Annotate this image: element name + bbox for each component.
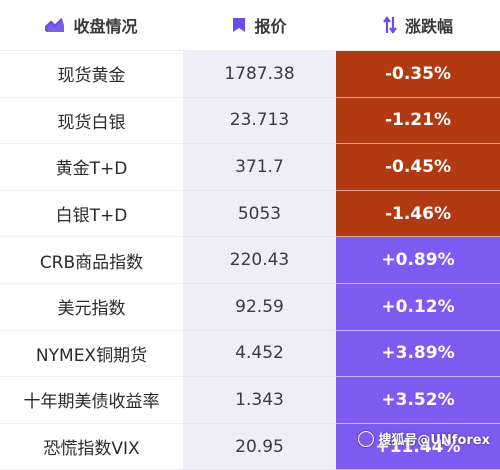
instrument-name: 美元指数 bbox=[0, 283, 183, 331]
instrument-price: 1.343 bbox=[183, 377, 336, 424]
instrument-price: 23.713 bbox=[183, 97, 336, 145]
instrument-price: 4.452 bbox=[183, 330, 336, 378]
instrument-change: +3.52% bbox=[336, 377, 500, 424]
instrument-price: 1787.38 bbox=[183, 51, 336, 98]
sort-arrows-icon bbox=[383, 16, 397, 34]
header-close-status-label: 收盘情况 bbox=[73, 17, 138, 36]
bookmark-icon bbox=[233, 18, 246, 32]
table-body: 现货黄金 1787.38 -0.35% 现货白银 23.713 -1.21% 黄… bbox=[0, 51, 500, 470]
instrument-name: 白银T+D bbox=[0, 190, 183, 238]
instrument-change: -1.21% bbox=[336, 97, 500, 145]
table-row[interactable]: 黄金T+D 371.7 -0.45% bbox=[0, 144, 500, 191]
table-row[interactable]: 现货黄金 1787.38 -0.35% bbox=[0, 51, 500, 98]
header-price[interactable]: 报价 bbox=[183, 13, 336, 37]
table-header: 收盘情况 报价 涨跌幅 bbox=[0, 0, 500, 51]
instrument-name: 现货白银 bbox=[0, 97, 183, 145]
table-row[interactable]: CRB商品指数 220.43 +0.89% bbox=[0, 237, 500, 284]
instrument-price: 220.43 bbox=[183, 237, 336, 284]
chart-trend-icon bbox=[45, 18, 65, 32]
instrument-name: 黄金T+D bbox=[0, 144, 183, 191]
instrument-price: 20.95 bbox=[183, 423, 336, 470]
instrument-price: 371.7 bbox=[183, 144, 336, 191]
instrument-price: 5053 bbox=[183, 190, 336, 238]
header-price-label: 报价 bbox=[254, 17, 287, 36]
instrument-name: 十年期美债收益率 bbox=[0, 377, 183, 424]
instrument-name: CRB商品指数 bbox=[0, 237, 183, 284]
table-row[interactable]: 白银T+D 5053 -1.46% bbox=[0, 190, 500, 238]
table-row[interactable]: 美元指数 92.59 +0.12% bbox=[0, 283, 500, 331]
instrument-change: +3.89% bbox=[336, 330, 500, 378]
table-row[interactable]: 十年期美债收益率 1.343 +3.52% bbox=[0, 377, 500, 424]
instrument-change: +0.89% bbox=[336, 237, 500, 284]
header-change-label: 涨跌幅 bbox=[404, 17, 453, 36]
table-row[interactable]: 现货白银 23.713 -1.21% bbox=[0, 97, 500, 145]
instrument-change: -0.35% bbox=[336, 51, 500, 98]
instrument-change: -0.45% bbox=[336, 144, 500, 191]
instrument-name: 恐慌指数VIX bbox=[0, 423, 183, 470]
instrument-price: 92.59 bbox=[183, 283, 336, 331]
sohu-logo-icon bbox=[358, 430, 375, 447]
header-change[interactable]: 涨跌幅 bbox=[336, 13, 500, 37]
instrument-change: +0.12% bbox=[336, 283, 500, 331]
instrument-name: 现货黄金 bbox=[0, 51, 183, 98]
instrument-change: -1.46% bbox=[336, 190, 500, 238]
watermark-text: 搜狐号@UNforex bbox=[378, 433, 490, 448]
table-row[interactable]: NYMEX铜期货 4.452 +3.89% bbox=[0, 330, 500, 378]
header-close-status[interactable]: 收盘情况 bbox=[0, 13, 183, 37]
instrument-name: NYMEX铜期货 bbox=[0, 330, 183, 378]
watermark: 搜狐号@UNforex bbox=[358, 429, 490, 448]
